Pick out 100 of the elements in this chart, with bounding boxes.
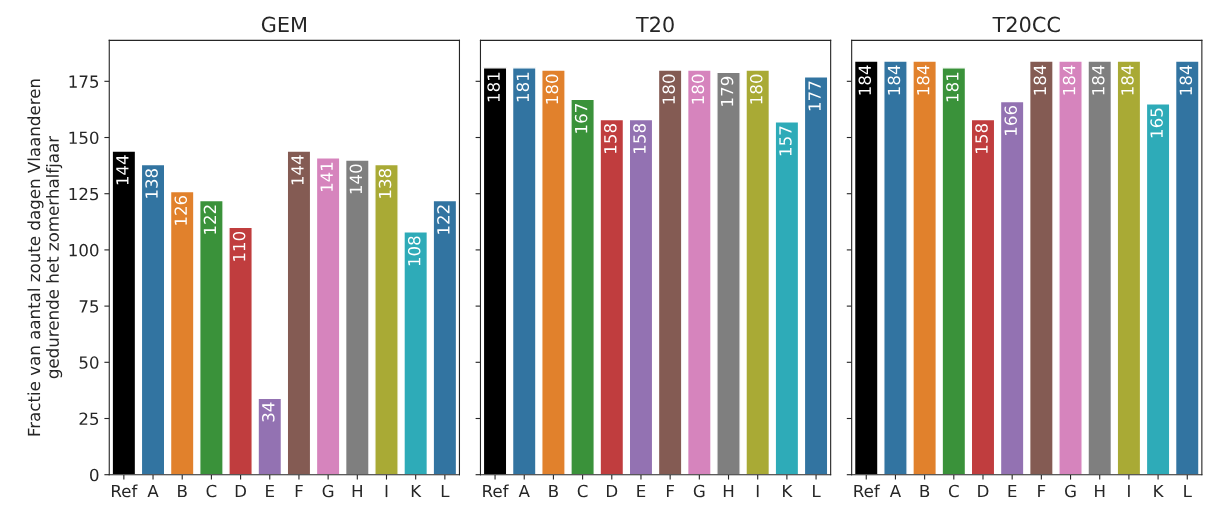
bar xyxy=(199,199,224,475)
x-tick-label: D xyxy=(607,484,618,498)
data-label: 184 xyxy=(1179,65,1193,95)
data-label: 167 xyxy=(574,104,588,133)
x-tick-label: E xyxy=(266,484,274,498)
data-label: 108 xyxy=(407,236,421,266)
chart-title: T20 xyxy=(635,16,674,33)
x-tick-label: I xyxy=(385,484,388,498)
x-tick-label: A xyxy=(889,484,901,498)
data-label: 157 xyxy=(779,126,792,156)
x-tick-label: A xyxy=(147,484,159,498)
y-tick-label: 0 xyxy=(90,468,99,482)
x-tick-label: B xyxy=(549,484,558,498)
bar xyxy=(970,118,996,475)
y-tick-label: 175 xyxy=(69,75,99,88)
data-label: 184 xyxy=(887,65,901,95)
data-label: 179 xyxy=(720,76,734,106)
data-label: 138 xyxy=(145,169,158,198)
x-tick-label: L xyxy=(1184,484,1192,498)
x-tick-label: Ref xyxy=(112,484,138,498)
data-label: 180 xyxy=(662,74,675,104)
x-tick-label: K xyxy=(411,484,422,498)
x-tick-label: G xyxy=(1065,484,1076,498)
bar xyxy=(541,69,566,475)
x-tick-label: F xyxy=(295,484,303,498)
x-tick-label: B xyxy=(920,484,930,498)
data-label: 126 xyxy=(174,195,188,225)
x-tick-label: E xyxy=(1008,484,1017,498)
x-tick-label: L xyxy=(813,484,821,498)
data-label: 141 xyxy=(320,162,333,192)
data-label: 184 xyxy=(1033,65,1047,95)
bar xyxy=(432,199,458,475)
data-label: 184 xyxy=(1121,65,1134,95)
bar xyxy=(570,98,595,475)
data-label: 166 xyxy=(1004,105,1018,135)
x-tick-label: A xyxy=(518,484,530,498)
x-tick-label: K xyxy=(783,484,793,498)
y-tick-label: 100 xyxy=(69,243,99,257)
bar xyxy=(286,150,312,475)
chart-title: GEM xyxy=(261,16,306,33)
x-tick-label: Ref xyxy=(483,484,509,498)
bar xyxy=(257,397,283,475)
y-tick-label: 50 xyxy=(79,356,99,369)
bar xyxy=(745,69,771,475)
x-tick-label: C xyxy=(577,484,588,498)
bar xyxy=(1028,60,1054,475)
bar xyxy=(853,60,879,475)
x-tick-label: G xyxy=(693,484,705,498)
data-label: 180 xyxy=(749,74,763,104)
x-tick-label: H xyxy=(352,484,362,498)
bar xyxy=(883,60,908,475)
data-label: 122 xyxy=(437,205,450,234)
bar xyxy=(228,226,253,475)
bar xyxy=(344,159,370,475)
bar xyxy=(716,71,741,475)
data-label: 181 xyxy=(516,72,530,102)
data-label: 180 xyxy=(545,74,559,104)
data-label: 184 xyxy=(916,65,930,95)
bar xyxy=(1058,60,1083,475)
x-tick-label: B xyxy=(178,484,187,498)
data-label: 110 xyxy=(232,231,246,261)
x-tick-label: I xyxy=(756,484,759,498)
data-label: 144 xyxy=(291,155,304,185)
bar xyxy=(511,67,537,475)
x-tick-label: F xyxy=(666,484,674,498)
bar xyxy=(111,150,137,475)
bar xyxy=(169,190,195,475)
data-label: 181 xyxy=(946,72,959,102)
x-tick-label: F xyxy=(1038,484,1046,498)
x-tick-label: K xyxy=(1154,484,1164,498)
data-label: 158 xyxy=(604,124,617,153)
bar xyxy=(628,118,654,475)
bar xyxy=(999,100,1025,475)
x-tick-label: E xyxy=(637,484,646,498)
bar xyxy=(686,69,712,475)
bar xyxy=(912,60,937,475)
data-label: 165 xyxy=(1150,108,1163,138)
bar xyxy=(803,76,829,475)
data-label: 158 xyxy=(975,124,988,153)
bar xyxy=(1145,103,1171,475)
x-tick-label: L xyxy=(441,484,450,498)
y-tick-label: 25 xyxy=(79,412,99,426)
data-label: 180 xyxy=(691,74,705,104)
data-label: 140 xyxy=(349,164,363,194)
x-tick-label: H xyxy=(723,484,734,498)
x-tick-label: I xyxy=(1128,484,1130,498)
data-label: 184 xyxy=(858,65,872,95)
x-tick-label: H xyxy=(1095,484,1105,498)
y-axis-title: Fractie van aantal zoute dagen Vlaanderen gedurende het zomerhalfjaar xyxy=(27,79,63,436)
bar xyxy=(374,163,399,475)
bar xyxy=(403,231,429,475)
data-label: 144 xyxy=(116,155,129,185)
y-tick-label: 75 xyxy=(79,300,99,313)
chart-title: T20CC xyxy=(992,16,1060,33)
x-tick-label: D xyxy=(235,484,247,498)
bar xyxy=(1174,60,1200,475)
bar xyxy=(599,118,625,475)
bar xyxy=(941,67,967,475)
data-label: 138 xyxy=(378,169,392,198)
data-label: 122 xyxy=(203,205,216,234)
